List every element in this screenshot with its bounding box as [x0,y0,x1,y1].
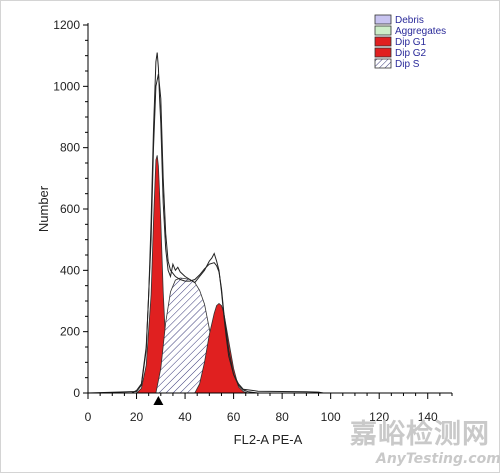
y-tick-label: 1200 [53,18,80,32]
watermark-url: AnyTesting.com [375,451,500,467]
x-tick-label: 20 [130,410,144,424]
component-dip-g2 [194,302,249,394]
y-tick-label: 0 [73,386,80,400]
x-tick-label: 80 [275,410,289,424]
legend-swatch [374,36,392,47]
x-tick-label: 0 [85,410,92,424]
legend-label: Aggregates [395,26,446,37]
legend-label: Debris [395,15,424,26]
axes-layer: 0 200 400 600 800 1000 1200 0 20 40 60 80 100 120 140 [53,18,453,424]
legend-swatch [374,47,392,58]
legend-swatch [374,14,392,25]
histogram-line [88,52,452,394]
x-tick-label: 100 [321,410,341,424]
x-tick-label: 60 [227,410,241,424]
x-tick-label: 140 [418,410,438,424]
y-tick-label: 400 [60,263,80,277]
fit-envelope-line [87,73,452,394]
y-tick-label: 800 [60,141,80,155]
y-tick-label: 200 [60,325,80,339]
x-tick-label: 120 [369,410,389,424]
curves-layer [87,52,452,394]
components-layer [135,155,249,394]
x-tick-label: 40 [178,410,192,424]
watermark-title: 嘉峪检测网 [350,418,490,450]
legend-label: Dip S [395,59,420,70]
y-axis-label: Number [36,185,51,232]
legend-swatch [374,25,392,36]
y-tick-label: 1000 [53,79,80,93]
y-tick-label: 600 [60,202,80,216]
gate-marker-icon [153,396,164,405]
legend-label: Dip G1 [395,37,427,48]
legend-swatch [374,58,392,69]
legend-label: Dip G2 [395,48,427,59]
x-axis-label: FL2-A PE-A [234,432,303,447]
